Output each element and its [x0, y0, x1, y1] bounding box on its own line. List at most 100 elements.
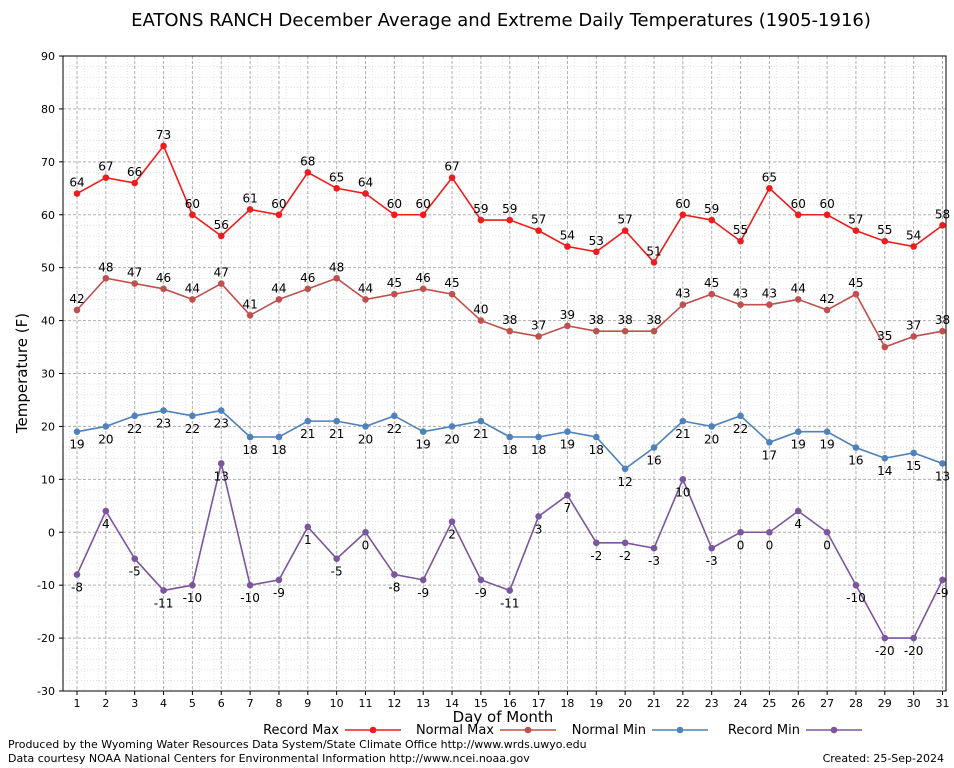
normal-min-data-label: 19: [560, 438, 575, 452]
normal-max-data-label: 46: [300, 271, 315, 285]
x-tick-label: 2: [102, 697, 109, 710]
x-tick-label: 18: [560, 697, 574, 710]
record-min-point: [679, 476, 687, 483]
normal-max-point: [535, 333, 542, 340]
x-tick-label: 27: [820, 697, 834, 710]
record-max-point: [477, 216, 485, 224]
normal-min-data-label: 22: [127, 422, 142, 436]
x-tick-label: 21: [647, 697, 661, 710]
normal-max-data-label: 44: [271, 281, 286, 295]
normal-min-data-label: 18: [271, 443, 286, 457]
record-min-point: [852, 581, 860, 589]
normal-max-point: [275, 296, 283, 303]
normal-min-point: [621, 465, 629, 473]
normal-max-data-label: 38: [935, 313, 950, 327]
record-min-data-label: -11: [154, 596, 174, 610]
y-tick-label: 90: [41, 50, 55, 63]
record-max-point: [304, 169, 312, 176]
record-min-data-label: 0: [766, 538, 774, 552]
normal-max-point: [131, 280, 138, 287]
record-min-data-label: 7: [564, 501, 572, 515]
normal-min-point: [794, 428, 802, 436]
x-tick-label: 1: [74, 697, 81, 710]
normal-min-point: [535, 433, 542, 441]
record-max-legend-label: Record Max: [263, 723, 339, 738]
normal-max-data-label: 45: [387, 276, 402, 290]
x-tick-label: 11: [359, 697, 373, 710]
x-axis-label: Day of Month: [453, 708, 554, 726]
normal-min-data-label: 12: [618, 475, 633, 489]
normal-max-point: [593, 327, 600, 335]
record-min-point: [910, 634, 917, 642]
normal-max-point: [910, 333, 917, 340]
record-min-point: [217, 460, 225, 467]
normal-min-data-label: 17: [762, 448, 777, 462]
y-tick-label: 0: [48, 526, 55, 539]
record-min-point: [391, 571, 398, 578]
record-min-point: [477, 576, 485, 584]
record-min-legend-label: Record Min: [728, 723, 800, 738]
record-max-data-label: 59: [704, 202, 719, 216]
normal-max-point: [419, 285, 427, 293]
y-tick-label: -20: [37, 632, 55, 645]
record-min-data-label: 1: [304, 533, 312, 547]
y-tick-label: 20: [41, 420, 55, 433]
normal-min-point: [448, 423, 456, 430]
footer-created-date: Created: 25-Sep-2024: [822, 752, 944, 765]
record-max-data-label: 55: [733, 223, 748, 237]
record-max-data-label: 60: [271, 197, 286, 211]
record-min-data-label: 13: [214, 469, 229, 483]
record-min-data-label: 0: [362, 538, 370, 552]
normal-min-point: [419, 428, 427, 436]
normal-max-data-label: 42: [819, 292, 834, 306]
normal-min-data-label: 18: [242, 443, 257, 457]
normal-max-point: [217, 280, 225, 287]
record-min-point: [708, 544, 715, 552]
normal-max-point: [708, 290, 715, 298]
record-max-point: [131, 179, 138, 187]
record-max-data-label: 60: [185, 197, 200, 211]
x-tick-label: 8: [275, 697, 282, 710]
normal-min-point: [506, 433, 514, 441]
normal-min-point: [102, 423, 110, 430]
x-tick-label: 16: [503, 697, 517, 710]
normal-max-legend-marker: [524, 726, 532, 734]
record-max-point: [564, 243, 571, 250]
record-min-point: [564, 491, 571, 499]
record-min-point: [448, 518, 456, 525]
record-max-data-label: 54: [560, 229, 575, 243]
normal-min-data-label: 20: [358, 432, 373, 446]
record-min-data-label: -5: [331, 565, 343, 579]
normal-max-data-label: 41: [242, 297, 257, 311]
x-tick-label: 23: [705, 697, 719, 710]
record-min-point: [419, 576, 427, 584]
normal-max-data-label: 38: [589, 313, 604, 327]
record-min-data-label: -20: [904, 644, 924, 658]
record-max-data-label: 60: [675, 197, 690, 211]
normal-max-data-label: 45: [704, 276, 719, 290]
normal-max-data-label: 44: [185, 281, 200, 295]
normal-max-data-label: 43: [762, 287, 777, 301]
x-tick-label: 26: [791, 697, 805, 710]
normal-min-point: [737, 412, 744, 420]
record-min-data-label: 2: [448, 528, 456, 542]
normal-min-data-label: 20: [704, 432, 719, 446]
normal-max-data-label: 40: [473, 303, 488, 317]
record-min-data-label: -5: [129, 565, 141, 579]
normal-min-point: [477, 417, 485, 425]
normal-max-point: [766, 301, 773, 309]
normal-max-point: [246, 311, 254, 319]
record-max-data-label: 60: [416, 197, 431, 211]
normal-min-point: [593, 433, 600, 441]
normal-max-data-label: 37: [906, 318, 921, 332]
normal-min-data-label: 20: [98, 432, 113, 446]
normal-min-point: [679, 417, 687, 425]
x-tick-label: 9: [304, 697, 311, 710]
normal-max-data-label: 38: [646, 313, 661, 327]
y-tick-label: 60: [41, 209, 55, 222]
y-tick-label: 30: [41, 368, 55, 381]
record-max-data-label: 66: [127, 165, 142, 179]
record-min-point: [362, 528, 369, 536]
